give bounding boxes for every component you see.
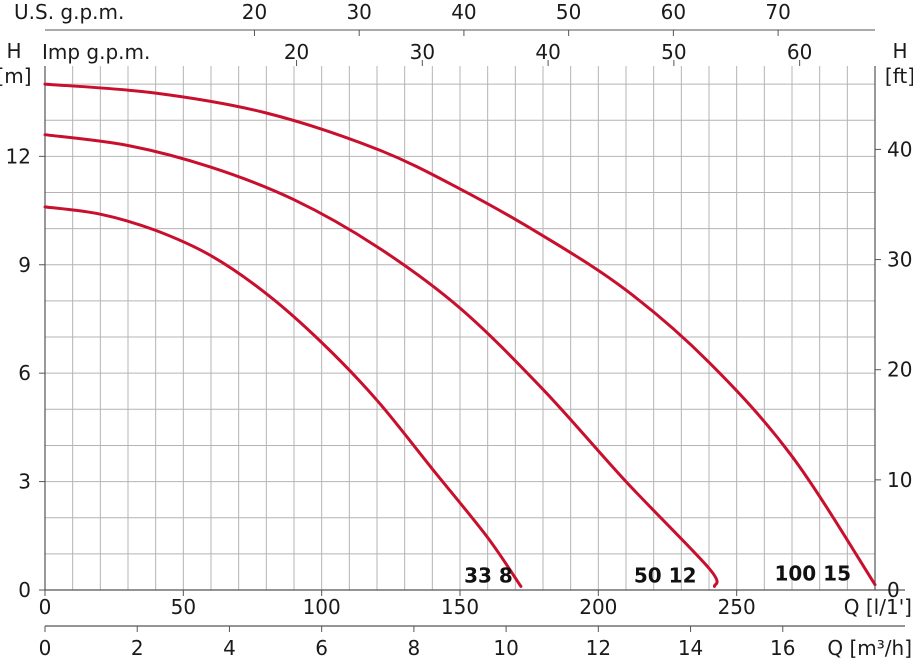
x-imp-gpm-tick-label: 60 xyxy=(787,40,812,64)
y-right-unit: [ft] xyxy=(885,64,913,88)
pump-curve-label: 100 15 xyxy=(774,562,851,586)
y-left-tick-label: 0 xyxy=(18,578,31,602)
x-m3h-tick-label: 12 xyxy=(586,636,611,659)
x-imp-gpm-tick-label: 50 xyxy=(661,40,686,64)
x-us-gpm-tick-label: 30 xyxy=(346,0,371,24)
x-imp-gpm-tick-label: 40 xyxy=(535,40,560,64)
x-us-gpm-tick-label: 50 xyxy=(556,0,581,24)
curves xyxy=(43,82,877,588)
x-m3h-tick-label: 0 xyxy=(39,636,52,659)
x-primary-tick-label: 100 xyxy=(303,595,341,619)
pump-curve-100-15 xyxy=(43,82,877,587)
x-us-gpm-tick-label: 20 xyxy=(242,0,267,24)
x-primary-tick-label: 0 xyxy=(39,595,52,619)
y-left-tick-label: 9 xyxy=(18,253,31,277)
y-right-tick-label: 0 xyxy=(887,578,900,602)
pump-curve-label: 33 8 xyxy=(464,563,513,587)
x-m3h-tick-label: 16 xyxy=(770,636,795,659)
axes xyxy=(39,29,905,632)
y-right-title: H xyxy=(892,39,907,63)
pump-curve-label: 50 12 xyxy=(634,563,697,587)
y-right-tick-label: 40 xyxy=(887,137,912,161)
x-m3h-tick-label: 2 xyxy=(131,636,144,659)
x-us-gpm-tick-label: 60 xyxy=(661,0,686,24)
x-primary-tick-label: 150 xyxy=(441,595,479,619)
y-left-tick-label: 3 xyxy=(18,470,31,494)
pump-curve-33-8 xyxy=(43,205,523,588)
x-us-gpm-title: U.S. g.p.m. xyxy=(14,0,124,24)
y-right-tick-label: 30 xyxy=(887,248,912,272)
x-primary-tick-label: 250 xyxy=(718,595,756,619)
y-left-tick-label: 6 xyxy=(18,361,31,385)
x-primary-tick-label: 50 xyxy=(171,595,196,619)
x-m3h-title: Q [m³/h] xyxy=(827,636,912,659)
x-us-gpm-tick-label: 40 xyxy=(451,0,476,24)
pump-curve-50-12 xyxy=(43,133,719,588)
x-m3h-tick-label: 8 xyxy=(408,636,421,659)
y-right-tick-label: 10 xyxy=(887,468,912,492)
y-left-title: H xyxy=(6,39,21,63)
x-m3h-tick-label: 14 xyxy=(678,636,703,659)
x-us-gpm-tick-label: 70 xyxy=(765,0,790,24)
x-m3h-tick-label: 10 xyxy=(493,636,518,659)
grid xyxy=(45,66,875,590)
y-left-unit: [m] xyxy=(0,64,32,88)
x-imp-gpm-tick-label: 30 xyxy=(410,40,435,64)
x-m3h-tick-label: 4 xyxy=(223,636,236,659)
x-imp-gpm-title: Imp g.p.m. xyxy=(42,40,150,64)
x-m3h-tick-label: 6 xyxy=(315,636,328,659)
x-primary-title: Q [l/1'] xyxy=(844,595,912,619)
x-primary-tick-label: 200 xyxy=(579,595,617,619)
y-left-tick-label: 12 xyxy=(6,144,31,168)
x-imp-gpm-tick-label: 20 xyxy=(284,40,309,64)
y-right-tick-label: 20 xyxy=(887,358,912,382)
